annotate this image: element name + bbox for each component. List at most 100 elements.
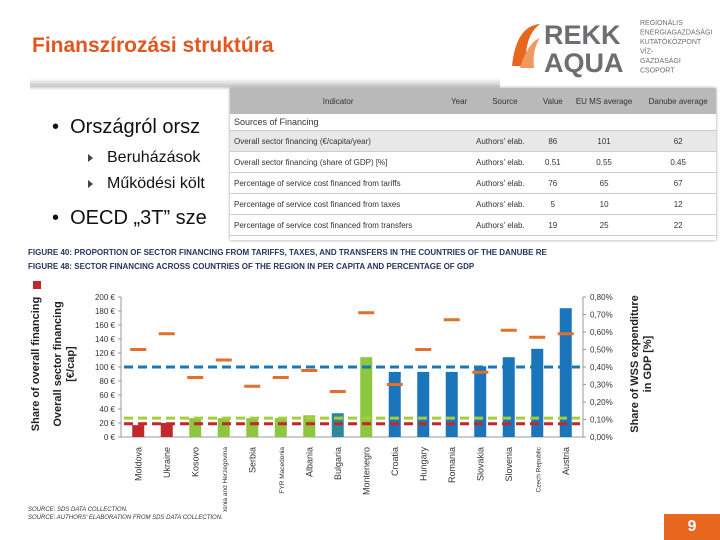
- dash-marker: [158, 332, 175, 336]
- slide-title: Finanszírozási struktúra: [32, 34, 274, 57]
- bar: [445, 371, 458, 437]
- table-cell: Overall sector financing (share of GDP) …: [230, 151, 447, 173]
- table-row: Percentage of service cost financed from…: [230, 193, 716, 215]
- table-row: Percentage of service cost financed from…: [230, 214, 716, 236]
- y2-tick-label: 0,10%: [590, 416, 613, 425]
- y-axis-title: [€/cap]: [65, 346, 77, 382]
- logo-line: CSOPORT: [640, 68, 675, 75]
- table: Indicator Year Source Value EU MS average Dan…: [230, 88, 716, 236]
- table-header: Indicator Year Source Value EU MS average Dan…: [230, 88, 716, 114]
- table-cell: Percentage of service cost financed from…: [230, 214, 447, 236]
- bar: [417, 371, 430, 437]
- y-axis-title: Share of overall financing: [30, 297, 42, 431]
- y-tick-label: 120 €: [95, 349, 116, 358]
- dash-marker: [301, 369, 318, 372]
- figure-caption: FIGURE 48: SECTOR FINANCING ACROSS COUNT…: [28, 262, 475, 271]
- logo-name: AQUA: [544, 48, 624, 78]
- y-tick-label: 0 €: [104, 433, 116, 442]
- dash-marker: [130, 348, 147, 351]
- y-tick-label: 100 €: [95, 363, 116, 372]
- table-cell: 19: [537, 214, 568, 236]
- table-overlay: Indicator Year Source Value EU MS average Dan…: [230, 88, 716, 240]
- y-tick-label: 60 €: [99, 391, 115, 400]
- x-tick-label: Austria: [561, 447, 571, 475]
- logo-mark: [512, 24, 540, 66]
- dash-marker: [187, 376, 204, 379]
- bar: [303, 415, 316, 437]
- y2-tick-label: 0,30%: [590, 381, 613, 390]
- column-header: Source: [472, 88, 538, 114]
- sub-bullet-text: Működési költ: [107, 175, 205, 192]
- table-cell: 0.55: [567, 151, 641, 173]
- x-tick-label: Serbia: [247, 447, 257, 473]
- dash-marker: [244, 384, 261, 388]
- bar: [274, 418, 287, 437]
- table-cell: 5: [537, 193, 568, 215]
- table-cell: 12: [640, 193, 716, 215]
- source-note: SOURCE: SDS DATA COLLECTION.: [28, 507, 128, 513]
- y2-tick-label: 0,50%: [590, 346, 613, 355]
- logo-line: KUTATÓKÖZPONT: [640, 37, 702, 46]
- x-tick-label: Montenegro: [361, 447, 371, 495]
- y2-tick-label: 0,70%: [590, 311, 613, 320]
- table-cell: 65: [567, 172, 641, 194]
- table-cell: 0.45: [640, 151, 716, 173]
- table-cell: Percentage of service cost financed from…: [230, 172, 447, 194]
- bullet: • OECD „3T” sze: [52, 207, 207, 229]
- sub-bullet: Működési költ: [88, 175, 205, 193]
- x-tick-label: Croatia: [390, 447, 400, 476]
- dash-marker: [329, 390, 346, 393]
- y2-tick-label: 0,20%: [590, 398, 613, 407]
- x-tick-label: FYR Macedonia: [279, 447, 286, 494]
- table-cell: [446, 214, 473, 236]
- dash-marker: [215, 358, 232, 362]
- bar: [189, 418, 202, 437]
- x-tick-label: Bulgaria: [333, 447, 343, 480]
- figure-caption: FIGURE 40: PROPORTION OF SECTOR FINANCIN…: [28, 248, 547, 257]
- page-number: 9: [664, 514, 720, 540]
- logo-line: ENERGIAGAZDASÁGI: [640, 28, 712, 37]
- table-cell: [446, 130, 473, 152]
- bar: [559, 308, 572, 437]
- logo-line: GAZDASÁGI: [640, 56, 681, 65]
- x-tick-label: Bosnia and Herzegovina: [222, 447, 229, 512]
- x-tick-label: Ukraine: [162, 447, 172, 478]
- x-tick-label: Slovakia: [475, 447, 485, 481]
- column-header: Year: [446, 88, 473, 114]
- x-tick-label: Romania: [447, 447, 457, 483]
- table-cell: Authors' elab.: [472, 151, 538, 173]
- y2-axis-title: in GDP [%]: [642, 335, 654, 392]
- y2-axis-title: Share of WSS expenditure: [629, 295, 641, 433]
- table-cell: Authors' elab.: [472, 130, 538, 152]
- table-cell: Percentage of service cost financed from…: [230, 193, 447, 215]
- x-tick-label: Czech Republic: [535, 446, 542, 492]
- logo-line: VÍZ-: [640, 47, 654, 56]
- y2-tick-label: 0,00%: [590, 433, 613, 442]
- table-cell: 67: [640, 172, 716, 194]
- bullet: • Országról orsz: [52, 116, 201, 138]
- table-cell: 101: [567, 130, 641, 152]
- bar: [388, 371, 401, 437]
- x-tick-label: Albania: [304, 447, 314, 477]
- table-cell: 86: [537, 130, 568, 152]
- source-note: SOURCE: AUTHORS' ELABORATION FROM SDS DA…: [28, 515, 223, 521]
- table-cell: Authors' elab.: [472, 193, 538, 215]
- y-tick-label: 40 €: [99, 405, 115, 414]
- sub-bullet-text: Beruházások: [107, 149, 201, 166]
- title-rule: [30, 78, 500, 90]
- table-cell: [446, 193, 473, 215]
- bar: [246, 418, 259, 437]
- legend-swatch: [33, 281, 41, 289]
- dash-marker: [500, 328, 517, 332]
- x-tick-label: Moldova: [133, 447, 143, 481]
- y2-tick-label: 0,80%: [590, 293, 613, 302]
- dash-marker: [529, 335, 546, 339]
- bullet-text: Országról orsz: [70, 116, 201, 138]
- sub-bullet: Beruházások: [88, 149, 200, 167]
- bar: [217, 418, 230, 437]
- section-label: Sources of Financing: [230, 114, 716, 131]
- table-cell: [446, 151, 473, 173]
- bullet-text: OECD „3T” sze: [70, 207, 207, 229]
- table-cell: 62: [640, 130, 716, 152]
